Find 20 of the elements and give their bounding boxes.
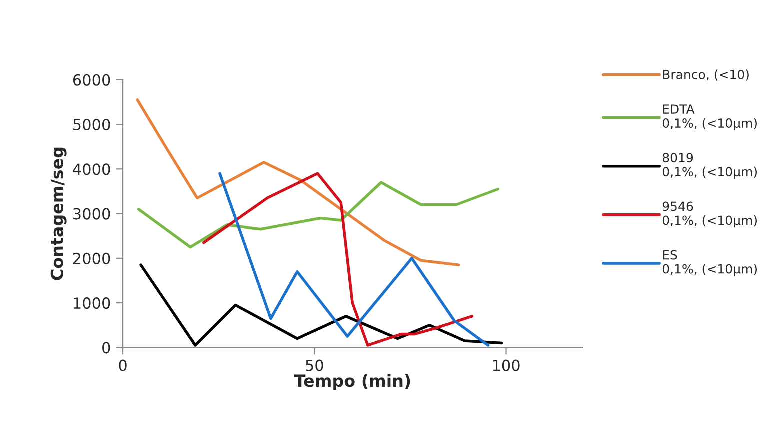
y-tick-label: 6000	[73, 74, 110, 86]
legend-label: Branco, (<10)	[663, 70, 749, 81]
line-series	[136, 98, 460, 267]
y-tick-label: 0	[102, 342, 110, 354]
y-tick-label: 5000	[74, 118, 110, 131]
line-series	[137, 181, 500, 249]
legend-label: 8019 0,1%, (<10µm)	[662, 153, 757, 180]
y-tick-label: 4000	[73, 164, 110, 176]
x-tick-label: 0	[119, 360, 127, 372]
line-series	[140, 264, 504, 347]
x-tick-label: 50	[306, 360, 324, 372]
legend-label: 9546 0,1%, (<10µm)	[662, 202, 757, 228]
y-tick-label: 1000	[74, 298, 110, 310]
legend-label: ES 0,1%, (<10µm)	[662, 250, 757, 276]
x-tick-label: 100	[493, 360, 520, 372]
legend-label: EDTA 0,1%, (<10µm)	[662, 104, 757, 130]
y-tick-label: 3000	[74, 208, 110, 220]
y-tick-label: 2000	[73, 252, 110, 264]
y-axis-title: Contagem/seg	[50, 148, 67, 280]
x-axis-title: Tempo (min)	[294, 374, 410, 390]
